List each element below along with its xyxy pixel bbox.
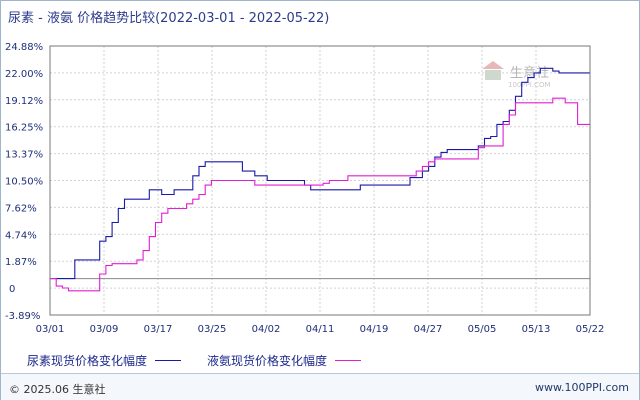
watermark-subtext: 100PPI.COM xyxy=(508,81,551,89)
x-tick-label: 04/02 xyxy=(252,324,281,335)
x-tick-label: 03/17 xyxy=(144,324,173,335)
x-tick-label: 05/13 xyxy=(522,324,551,335)
legend-label-ammonia: 液氨现货价格变化幅度 xyxy=(207,354,328,368)
y-tick-label: 13.37% xyxy=(5,150,43,161)
x-tick-label: 03/09 xyxy=(90,324,119,335)
plot-frame xyxy=(49,45,591,316)
footer-site-link[interactable]: www.100PPI.com xyxy=(535,381,629,394)
x-tick-label: 03/01 xyxy=(36,324,65,335)
x-axis-ticks: 03/01 03/09 03/17 03/25 04/02 04/11 04/19 04/27… xyxy=(36,324,605,335)
legend: 尿素现货价格变化幅度 液氨现货价格变化幅度 xyxy=(27,352,387,369)
x-tick-label: 05/22 xyxy=(576,324,605,335)
legend-swatch-ammonia xyxy=(335,360,362,361)
x-tick-label: 04/11 xyxy=(306,324,335,335)
y-tick-label: 7.62% xyxy=(5,203,37,214)
series-group xyxy=(50,67,590,292)
y-tick-label: 19.12% xyxy=(5,96,43,107)
footer-bar: © 2025.06 生意社 www.100PPI.com xyxy=(1,373,639,400)
x-tick-label: 04/19 xyxy=(360,324,389,335)
watermark-roof-icon xyxy=(482,61,504,69)
x-tick-label: 03/25 xyxy=(198,324,227,335)
footer-copyright: © 2025.06 生意社 xyxy=(9,383,106,396)
y-tick-label: -3.89% xyxy=(5,311,40,322)
legend-label-urea: 尿素现货价格变化幅度 xyxy=(27,354,148,368)
chart-title: 尿素 - 液氨 价格趋势比较(2022-03-01 - 2022-05-22) xyxy=(8,11,330,26)
legend-item-ammonia[interactable]: 液氨现货价格变化幅度 xyxy=(207,352,362,369)
y-tick-label: 22.00% xyxy=(5,69,43,80)
x-tick-label: 04/27 xyxy=(414,324,443,335)
y-tick-label: 4.74% xyxy=(5,230,37,241)
series-line-ammonia xyxy=(50,97,590,292)
y-tick-label: 24.88% xyxy=(5,42,43,53)
y-axis-ticks: 24.88% 22.00% 19.12% 16.25% 13.37% 10.50% 7.62… xyxy=(5,42,43,322)
legend-item-urea[interactable]: 尿素现货价格变化幅度 xyxy=(27,352,182,369)
watermark-house-icon xyxy=(485,70,501,80)
y-tick-label: 10.50% xyxy=(5,177,43,188)
y-tick-label: 16.25% xyxy=(5,123,43,134)
legend-swatch-urea xyxy=(155,360,182,361)
x-tick-label: 05/05 xyxy=(468,324,497,335)
series-line-urea xyxy=(50,67,590,280)
y-tick-label: 1.87% xyxy=(5,257,37,268)
y-tick-label: 0 xyxy=(9,284,15,295)
watermark-text: 生意社 xyxy=(510,65,549,81)
